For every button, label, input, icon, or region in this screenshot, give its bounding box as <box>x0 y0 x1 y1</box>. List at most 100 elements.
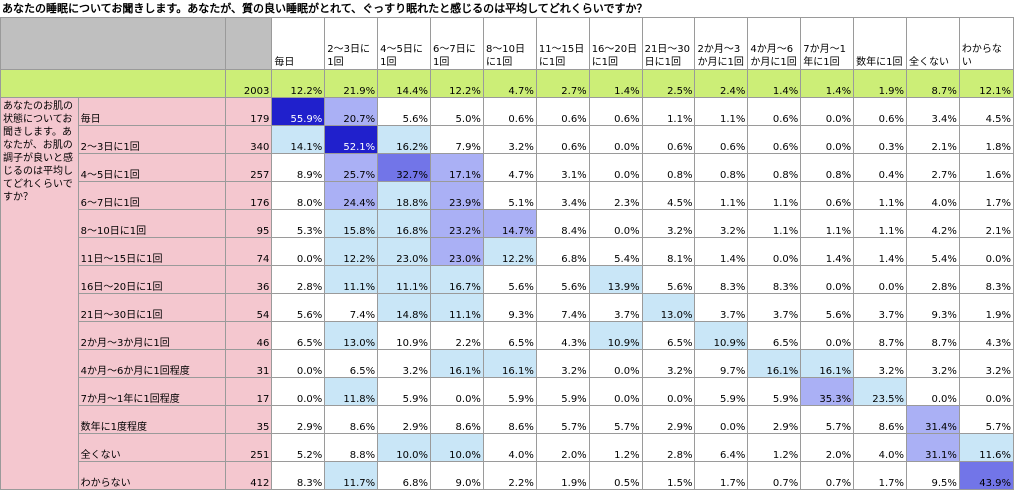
cell-value: 0.0% <box>800 321 855 350</box>
cell-value: 14.8% <box>377 293 432 322</box>
cell-value: 35.3% <box>800 377 855 406</box>
cell-value: 16.1% <box>430 349 484 378</box>
cell-value: 11.6% <box>958 433 1014 462</box>
cell-value: 0.0% <box>800 97 855 126</box>
crosstab-table: 毎日 2～3日に1回 4～5日に1回 6～7日に1回 8～10日に1回 11～15日に1回… <box>0 17 1014 490</box>
cell-value: 8.3% <box>694 265 749 294</box>
cell-value: 5.4% <box>906 237 960 266</box>
cell-value: 4.5% <box>641 181 696 210</box>
cell-value: 5.7% <box>588 405 643 434</box>
total-value: 12.2% <box>271 69 326 98</box>
row-n: 31 <box>225 349 273 378</box>
cell-value: 2.3% <box>588 181 643 210</box>
cell-value: 5.7% <box>800 405 855 434</box>
row-label: 16日～20日に1回 <box>77 265 227 294</box>
total-value: 1.4% <box>800 69 855 98</box>
cell-value: 5.6% <box>482 265 537 294</box>
cell-value: 8.6% <box>482 405 537 434</box>
cell-value: 5.7% <box>535 405 590 434</box>
cell-value: 7.9% <box>430 125 484 154</box>
column-header: 6～7日に1回 <box>430 17 484 70</box>
table-row: 4～5日に1回 257 8.9% 25.7% 32.7% 17.1% 4.7% 3.1% 0.0… <box>1 153 1014 182</box>
cell-value: 11.1% <box>324 265 379 294</box>
cell-value: 2.9% <box>271 405 326 434</box>
cell-value: 7.4% <box>535 293 590 322</box>
cell-value: 16.2% <box>377 125 432 154</box>
cell-value: 3.2% <box>694 209 749 238</box>
cell-value: 0.0% <box>641 377 696 406</box>
header-row: 毎日 2～3日に1回 4～5日に1回 6～7日に1回 8～10日に1回 11～15日に1回… <box>0 17 1014 70</box>
column-header: 4～5日に1回 <box>377 17 432 70</box>
cell-value: 5.2% <box>271 433 326 462</box>
cell-value: 3.2% <box>641 209 696 238</box>
cell-value: 5.4% <box>588 237 643 266</box>
table-row: 21日～30日に1回 54 5.6% 7.4% 14.8% 11.1% 9.3% 7.4% 3.… <box>1 293 1014 322</box>
total-value: 2.4% <box>694 69 749 98</box>
cell-value: 6.5% <box>324 349 379 378</box>
column-header: 11～15日に1回 <box>535 17 590 70</box>
cell-value: 3.4% <box>906 97 960 126</box>
cell-value: 0.8% <box>694 153 749 182</box>
table-row: あなたのお肌の状態についてお聞きします。あなたが、お肌の調子が良いと感じるのは平… <box>0 97 1014 490</box>
table-row: 4か月～6か月に1回程度 31 0.0% 6.5% 3.2% 16.1% 16.1% 3.2%… <box>1 349 1014 378</box>
cell-value: 0.0% <box>588 153 643 182</box>
cell-value: 10.9% <box>694 321 749 350</box>
cell-value: 1.8% <box>958 125 1014 154</box>
column-header: 数年に1回 <box>853 17 908 70</box>
cell-value: 7.4% <box>324 293 379 322</box>
cell-value: 5.6% <box>800 293 855 322</box>
cell-value: 1.1% <box>694 181 749 210</box>
cell-value: 11.1% <box>377 265 432 294</box>
cell-value: 13.0% <box>324 321 379 350</box>
cell-value: 0.6% <box>482 97 537 126</box>
table-row: 6～7日に1回 176 8.0% 24.4% 18.8% 23.9% 5.1% 3.4% 2.3… <box>1 181 1014 210</box>
total-row: 2003 12.2% 21.9% 14.4% 12.2% 4.7% 2.7% 1.4% 2.5%… <box>0 69 1014 98</box>
cell-value: 5.7% <box>958 405 1014 434</box>
cell-value: 1.9% <box>958 293 1014 322</box>
total-value: 8.7% <box>906 69 960 98</box>
cell-value: 5.9% <box>482 377 537 406</box>
cell-value: 3.2% <box>641 349 696 378</box>
cell-value: 1.2% <box>588 433 643 462</box>
cell-value: 16.1% <box>747 349 802 378</box>
cell-value: 18.8% <box>377 181 432 210</box>
cell-value: 0.0% <box>958 377 1014 406</box>
column-header: 2か月～3か月に1回 <box>694 17 749 70</box>
total-value: 1.4% <box>588 69 643 98</box>
cell-value: 0.4% <box>853 153 908 182</box>
column-header: 7か月～1年に1回 <box>800 17 855 70</box>
cell-value: 0.8% <box>800 153 855 182</box>
cell-value: 8.1% <box>641 237 696 266</box>
cell-value: 0.8% <box>641 153 696 182</box>
cell-value: 0.6% <box>694 125 749 154</box>
cell-value: 0.0% <box>906 377 960 406</box>
row-label: 6～7日に1回 <box>77 181 227 210</box>
total-value: 14.4% <box>377 69 432 98</box>
row-n: 35 <box>225 405 273 434</box>
cell-value: 23.2% <box>430 209 484 238</box>
cell-value: 8.6% <box>853 405 908 434</box>
column-header: 21日～30日に1回 <box>641 17 696 70</box>
row-label: 7か月～1年に1回程度 <box>77 377 227 406</box>
cell-value: 10.0% <box>377 433 432 462</box>
total-value: 21.9% <box>324 69 379 98</box>
row-n: 74 <box>225 237 273 266</box>
column-header: 毎日 <box>271 17 326 70</box>
cell-value: 0.6% <box>641 125 696 154</box>
cell-value: 5.9% <box>377 377 432 406</box>
corner-cell <box>0 17 227 70</box>
cell-value: 1.6% <box>958 153 1014 182</box>
n-header-cell <box>225 17 273 70</box>
cell-value: 8.3% <box>958 265 1014 294</box>
row-label: 毎日 <box>77 97 227 126</box>
cell-value: 0.6% <box>747 97 802 126</box>
row-label: 全くない <box>77 433 227 462</box>
column-header: 4か月～6か月に1回 <box>747 17 802 70</box>
cell-value: 23.0% <box>377 237 432 266</box>
cell-value: 23.9% <box>430 181 484 210</box>
cell-value: 52.1% <box>324 125 379 154</box>
cell-value: 0.0% <box>271 237 326 266</box>
cell-value: 2.9% <box>747 405 802 434</box>
row-n: 95 <box>225 209 273 238</box>
table-row: 7か月～1年に1回程度 17 0.0% 11.8% 5.9% 0.0% 5.9% 5.9% 0.… <box>1 377 1014 406</box>
